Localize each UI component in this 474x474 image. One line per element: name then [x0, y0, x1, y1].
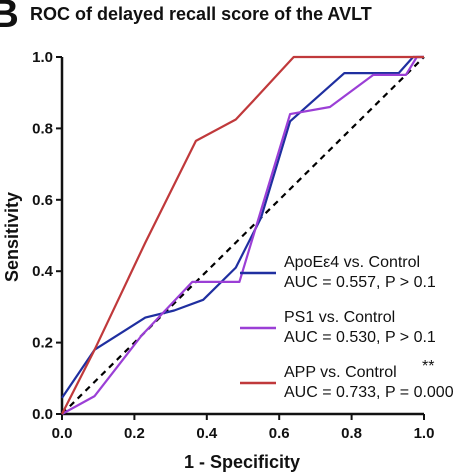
y-tick-label: 0.4 — [32, 263, 54, 280]
x-tick-label: 1.0 — [414, 425, 435, 442]
panel-letter: B — [0, 0, 19, 36]
legend-label-series-1: ApoEε4 vs. Control — [284, 254, 420, 271]
legend-label-series-3: APP vs. Control — [284, 364, 397, 381]
legend-auc-series-2: AUC = 0.530, P > 0.1 — [284, 329, 436, 346]
legend-auc-series-1: AUC = 0.557, P > 0.1 — [284, 274, 436, 291]
y-tick-label: 0.6 — [32, 192, 53, 209]
roc-curve-series-2 — [61, 55, 424, 415]
reference-diagonal-line — [61, 56, 425, 415]
x-tick-label: 0.4 — [196, 425, 218, 442]
x-tick-label: 0.6 — [269, 425, 290, 442]
y-tick-label: 0.2 — [32, 335, 53, 352]
y-tick-label: 0.0 — [32, 406, 53, 423]
y-tick-label: 0.8 — [32, 120, 53, 137]
legend: ApoEε4 vs. Control AUC = 0.557, P > 0.1 PS… — [240, 254, 454, 401]
x-tick-label: 0.0 — [52, 425, 73, 442]
x-axis-title: 1 - Specificity — [184, 452, 300, 472]
legend-label-series-2: PS1 vs. Control — [284, 309, 395, 326]
y-tick-label: 1.0 — [32, 49, 53, 66]
plot-area — [61, 55, 425, 415]
x-tick-label: 0.8 — [341, 425, 362, 442]
roc-curve-series-3 — [61, 55, 424, 415]
axes: 0.0 0.2 0.4 0.6 0.8 1.0 0.0 0.2 0.4 0.6 0.8 1.0 — [32, 49, 434, 442]
legend-significance-series-3: ** — [422, 358, 434, 375]
roc-curve-series-1 — [61, 55, 424, 399]
y-axis-title: Sensitivity — [2, 192, 22, 282]
x-tick-label: 0.2 — [124, 425, 145, 442]
chart-title: ROC of delayed recall score of the AVLT — [30, 4, 372, 24]
legend-auc-series-3: AUC = 0.733, P = 0.000 — [284, 384, 454, 401]
